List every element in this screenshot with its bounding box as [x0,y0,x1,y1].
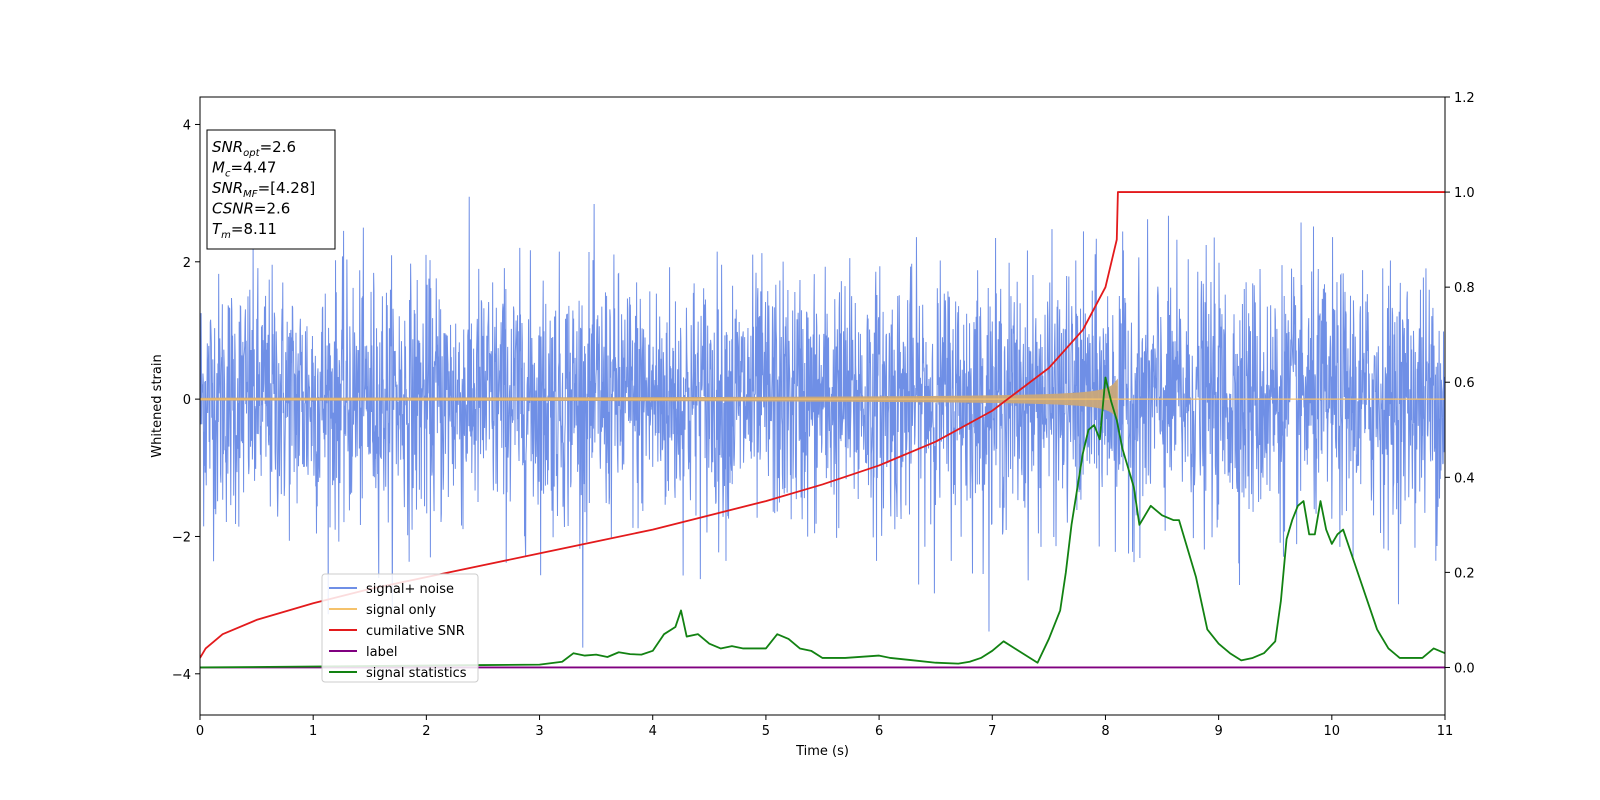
x-tick-label: 10 [1324,724,1341,739]
legend-label: signal only [366,603,436,618]
legend-frame [321,573,479,683]
series-signal-noise-line [200,196,1445,648]
y-tick-label: 0 [183,393,191,408]
x-tick-label: 5 [762,724,770,739]
annotation-line: CSNR=2.6 [212,200,290,218]
x-tick-label: 3 [535,724,543,739]
y2-tick-label: 0.6 [1454,376,1475,391]
axes-frame [199,96,1446,716]
annotation-line: SNRopt=2.6 [212,138,296,159]
annotation-line: Tm=8.11 [212,220,277,241]
y2-tick-label: 0.8 [1454,281,1475,296]
y-axis-label: Whitened strain [150,354,165,457]
x-axis-label: Time (s) [795,744,849,759]
x-tick-label: 11 [1437,724,1454,739]
x-tick-label: 9 [1214,724,1222,739]
y2-tick-label: 0.0 [1454,661,1475,676]
axes-layer: 0 1 2 3 4 5 6 7 8 9 10 11 4 2 0 −2 −4 1.2 1.0 0.8 0.6 0.4 0.2 0… [172,91,1475,739]
x-tick-label: 1 [309,724,317,739]
y-tick-label: 4 [183,118,191,133]
x-tick-label: 6 [875,724,883,739]
y-tick-label: −4 [172,668,191,683]
x-tick-label: 4 [649,724,657,739]
annotation-frame [206,129,336,250]
x-tick-label: 2 [422,724,430,739]
x-tick-label: 0 [196,724,204,739]
y-tick-label: −2 [172,530,191,545]
y2-tick-label: 0.4 [1454,471,1475,486]
y2-tick-label: 0.2 [1454,566,1475,581]
y2-tick-label: 1.0 [1454,186,1475,201]
y-tick-label: 2 [183,256,191,271]
legend-label: cumilative SNR [366,624,465,639]
annotation-line: Mc=4.47 [212,159,276,180]
y2-tick-label: 1.2 [1454,91,1475,106]
legend-label: signal+ noise [366,582,454,597]
series-signal-statistics-line [200,376,1445,669]
legend: signal+ noise signal only cumilative SNR la… [321,573,479,683]
legend-label: label [366,645,397,660]
x-tick-label: 7 [988,724,996,739]
series-cumulative-snr-line [200,191,1445,659]
x-tick-label: 8 [1101,724,1109,739]
annotation-line: SNRMF=[4.28] [212,179,315,200]
legend-label: signal statistics [366,666,467,681]
